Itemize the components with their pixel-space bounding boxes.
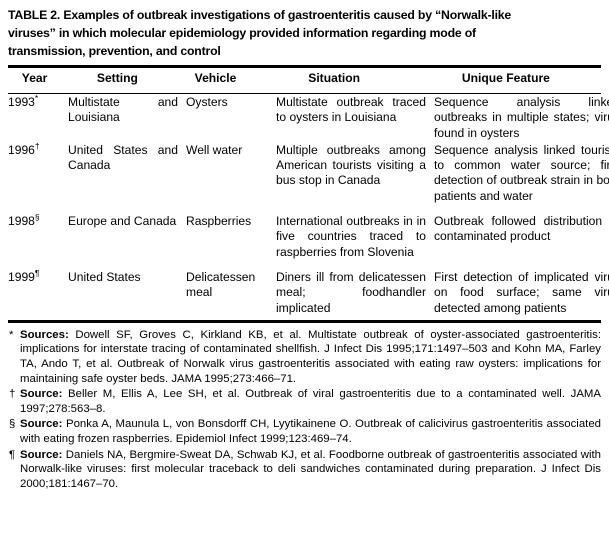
cell-vehicle: Oysters: [186, 95, 228, 109]
cell-situation: Diners ill from delicatessen meal; foodh…: [276, 269, 426, 315]
footnote-label: Sources:: [20, 328, 69, 341]
footnote-marker-symbol: *: [9, 328, 14, 341]
cell-vehicle: Raspberries: [186, 214, 252, 229]
cell-setting: United States: [68, 269, 141, 284]
cell-vehicle: Delicatessen meal: [186, 269, 256, 300]
footnotes-section: * Sources: Dowell SF, Groves C, Kirkland …: [8, 323, 601, 492]
footnote-marker: ¶: [34, 267, 40, 278]
column-header-unique-feature: Unique Feature: [461, 70, 550, 85]
row-spacer: [8, 261, 609, 269]
footnote: † Source: Beller M, Ellis A, Lee SH, et a…: [8, 387, 601, 416]
table-header: Year Setting Vehicle Situation Unique Fe…: [8, 68, 601, 89]
footnote-marker: §: [34, 212, 40, 223]
footnote: ¶ Source: Daniels NA, Bergmire-Sweat DA, …: [8, 448, 601, 492]
column-header-year: Year: [21, 70, 48, 85]
cell-year-value: 1996: [8, 142, 35, 157]
footnote-marker: †: [34, 140, 40, 151]
cell-year: 1999¶: [8, 269, 68, 317]
footnote-marker-symbol: §: [9, 418, 16, 431]
footnote-text: Ponka A, Maunula L, von Bonsdorff CH, Ly…: [20, 418, 601, 446]
cell-year-value: 1993: [8, 95, 35, 109]
table-bottom-rule: [8, 319, 601, 323]
table-row: 1999¶ United States Delicatessen meal Di…: [8, 269, 609, 317]
footnote-text: Daniels NA, Bergmire-Sweat DA, Schwab KJ…: [20, 448, 601, 490]
footnote-marker-symbol: †: [9, 388, 16, 401]
cell-situation: International outbreaks in in five count…: [276, 214, 426, 259]
footnote-text: Beller M, Ellis A, Lee SH, et al. Outbre…: [20, 388, 601, 415]
footnote-marker-symbol: ¶: [9, 448, 16, 461]
footnote-marker: *: [34, 92, 39, 103]
table-header-row: Year Setting Vehicle Situation Unique Fe…: [8, 68, 601, 89]
cell-situation: Multistate outbreak traced to oysters in…: [276, 95, 426, 125]
table-title-line-1: TABLE 2. Examples of outbreak investigat…: [8, 8, 512, 22]
spacer-cell: [8, 261, 609, 269]
table-row: 1993* Multistate and Louisiana Oysters M…: [8, 94, 609, 142]
outbreak-investigations-table: Year Setting Vehicle Situation Unique Fe…: [8, 68, 601, 89]
table-title-line-3: transmission, prevention, and control: [8, 44, 221, 59]
cell-year: 1998§: [8, 213, 68, 261]
table-body: 1993* Multistate and Louisiana Oysters M…: [8, 94, 609, 317]
cell-year: 1993*: [8, 94, 68, 142]
cell-setting: Europe and Canada: [68, 214, 177, 229]
spacer-cell: [8, 205, 609, 213]
table-row: 1996† United States and Canada Well wate…: [8, 142, 609, 205]
column-header-situation: Situation: [308, 70, 360, 85]
footnote-label: Source:: [20, 448, 63, 461]
cell-year-value: 1998: [8, 214, 35, 229]
cell-year-value: 1999: [8, 269, 35, 284]
table-header-rule: [8, 92, 601, 94]
footnote: * Sources: Dowell SF, Groves C, Kirkland …: [8, 328, 601, 386]
table-title: TABLE 2. Examples of outbreak investigat…: [8, 0, 601, 61]
cell-year: 1996†: [8, 142, 68, 205]
cell-situation: Multiple outbreaks among American touris…: [276, 142, 426, 188]
table-title-line-2: viruses” in which molecular epidemiology…: [8, 26, 476, 41]
table-row: 1998§ Europe and Canada Raspberries Inte…: [8, 213, 609, 261]
row-spacer: [8, 205, 609, 213]
cell-unique-feature: First detection of implicated virus on f…: [434, 269, 609, 315]
cell-setting: United States and Canada: [68, 142, 178, 173]
footnote-text: Dowell SF, Groves C, Kirkland KB, et al.…: [20, 328, 601, 385]
cell-unique-feature: Outbreak followed distribution of contam…: [434, 214, 609, 244]
column-header-setting: Setting: [96, 70, 138, 85]
cell-setting: Multistate and Louisiana: [68, 95, 178, 125]
cell-vehicle: Well water: [186, 142, 243, 157]
cell-unique-feature: Sequence analysis linked tourists to com…: [434, 142, 609, 203]
footnote-label: Source:: [20, 388, 63, 401]
footnote: § Source: Ponka A, Maunula L, von Bonsdor…: [8, 417, 601, 446]
outbreak-investigations-table-body: 1993* Multistate and Louisiana Oysters M…: [8, 94, 609, 317]
column-header-vehicle: Vehicle: [194, 70, 237, 85]
footnote-label: Source:: [20, 418, 63, 431]
cell-unique-feature: Sequence analysis linked outbreaks in mu…: [434, 95, 609, 140]
table-top-rule: [8, 64, 601, 68]
